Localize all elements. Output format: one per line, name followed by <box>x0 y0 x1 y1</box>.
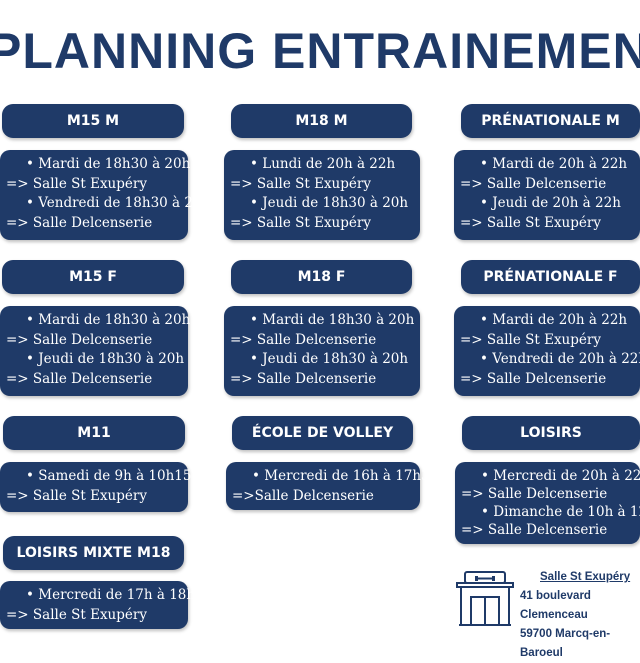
schedule-line: • Mardi de 20h à 22h <box>480 312 628 328</box>
team-label-m15m: M15 M <box>2 104 184 138</box>
venue-street: 41 boulevard Clemenceau <box>520 590 591 621</box>
schedule-loisirs-mixte-m18: • Mercredi de 17h à 18h30 => Salle St Ex… <box>0 581 213 629</box>
team-label-m15f: M15 F <box>2 260 184 294</box>
schedule-line: • Lundi de 20h à 22h <box>250 156 396 172</box>
team-label-m18m: M18 M <box>231 104 412 138</box>
team-label-prenationale-f: PRÉNATIONALE F <box>461 260 640 294</box>
schedule-line: => Salle Delcenserie <box>460 370 607 387</box>
schedule-line: => Salle St Exupéry <box>460 331 601 348</box>
schedule-line: • Mardi de 18h30 à 20h <box>250 312 415 328</box>
schedule-line: => Salle St Exupéry <box>460 214 601 231</box>
schedule-line: => Salle St Exupéry <box>6 487 147 504</box>
venue-name: Salle St Exupéry <box>540 571 631 583</box>
venue-city: 59700 Marcq-en-Baroeul <box>520 628 611 659</box>
gym-building-icon <box>456 571 514 626</box>
team-label-loisirs: LOISIRS <box>462 416 640 450</box>
schedule-line: • Mardi de 18h30 à 20h <box>26 156 191 172</box>
schedule-line: • Mardi de 18h30 à 20h <box>26 312 191 328</box>
schedule-line: • Samedi de 9h à 10h15 <box>26 468 192 484</box>
schedule-line: => Salle Delcenserie <box>461 486 608 502</box>
team-label-loisirs-mixte-m18: LOISIRS MIXTE M18 <box>3 536 184 570</box>
schedule-line: => Salle Delcenserie <box>230 370 377 387</box>
schedule-line: => Salle Delcenserie <box>461 522 608 538</box>
venue-address: Salle St Exupéry 41 boulevard Clemenceau… <box>520 568 640 663</box>
schedule-line: • Vendredi de 20h à 22h <box>480 351 640 367</box>
schedule-line: • Mercredi de 20h à 22h <box>481 468 640 484</box>
schedule-line: => Salle St Exupéry <box>230 175 371 192</box>
schedule-line: => Salle Delcenserie <box>230 331 377 348</box>
schedule-line: => Salle Delcenserie <box>6 214 153 231</box>
schedule-line: • Jeudi de 18h30 à 20h <box>250 195 409 211</box>
schedule-m18m: • Lundi de 20h à 22h => Salle St Exupéry… <box>224 150 420 240</box>
page-title: PLANNING ENTRAINEMENT 24/25 <box>0 23 640 79</box>
schedule-line: • Mardi de 20h à 22h <box>480 156 628 172</box>
schedule-ecole-de-volley: • Mercredi de 16h à 17h30 =>Salle Delcen… <box>226 462 439 510</box>
schedule-m15f: • Mardi de 18h30 à 20h => Salle Delcense… <box>0 306 191 396</box>
schedule-line: • Vendredi de 18h30 à 20h <box>26 195 211 211</box>
schedule-prenationale-f: • Mardi de 20h à 22h => Salle St Exupéry… <box>454 306 640 396</box>
schedule-line: • Mercredi de 16h à 17h30 <box>252 468 439 484</box>
schedule-line: =>Salle Delcenserie <box>232 487 374 504</box>
schedule-m11: • Samedi de 9h à 10h15 => Salle St Exupé… <box>0 462 192 512</box>
schedule-m15m: • Mardi de 18h30 à 20h => Salle St Exupé… <box>0 150 211 240</box>
schedule-line: => Salle Delcenserie <box>460 175 607 192</box>
schedule-line: • Jeudi de 20h à 22h <box>480 195 621 211</box>
schedule-line: => Salle Delcenserie <box>6 331 153 348</box>
schedule-line: => Salle Delcenserie <box>6 370 153 387</box>
schedule-line: • Dimanche de 10h à 12h <box>481 504 640 520</box>
team-label-prenationale-m: PRÉNATIONALE M <box>461 104 640 138</box>
schedule-loisirs: • Mercredi de 20h à 22h => Salle Delcens… <box>455 462 640 544</box>
team-label-m11: M11 <box>3 416 185 450</box>
schedule-prenationale-m: • Mardi de 20h à 22h => Salle Delcenseri… <box>454 150 640 240</box>
schedule-line: => Salle St Exupéry <box>230 214 371 231</box>
schedule-line: => Salle St Exupéry <box>6 175 147 192</box>
team-label-m18f: M18 F <box>231 260 412 294</box>
schedule-line: • Jeudi de 18h30 à 20h <box>26 351 185 367</box>
schedule-line: • Mercredi de 17h à 18h30 <box>26 587 213 603</box>
team-label-ecole-de-volley: ÉCOLE DE VOLLEY <box>232 416 413 450</box>
schedule-m18f: • Mardi de 18h30 à 20h => Salle Delcense… <box>224 306 420 396</box>
schedule-line: => Salle St Exupéry <box>6 606 147 623</box>
schedule-line: • Jeudi de 18h30 à 20h <box>250 351 409 367</box>
